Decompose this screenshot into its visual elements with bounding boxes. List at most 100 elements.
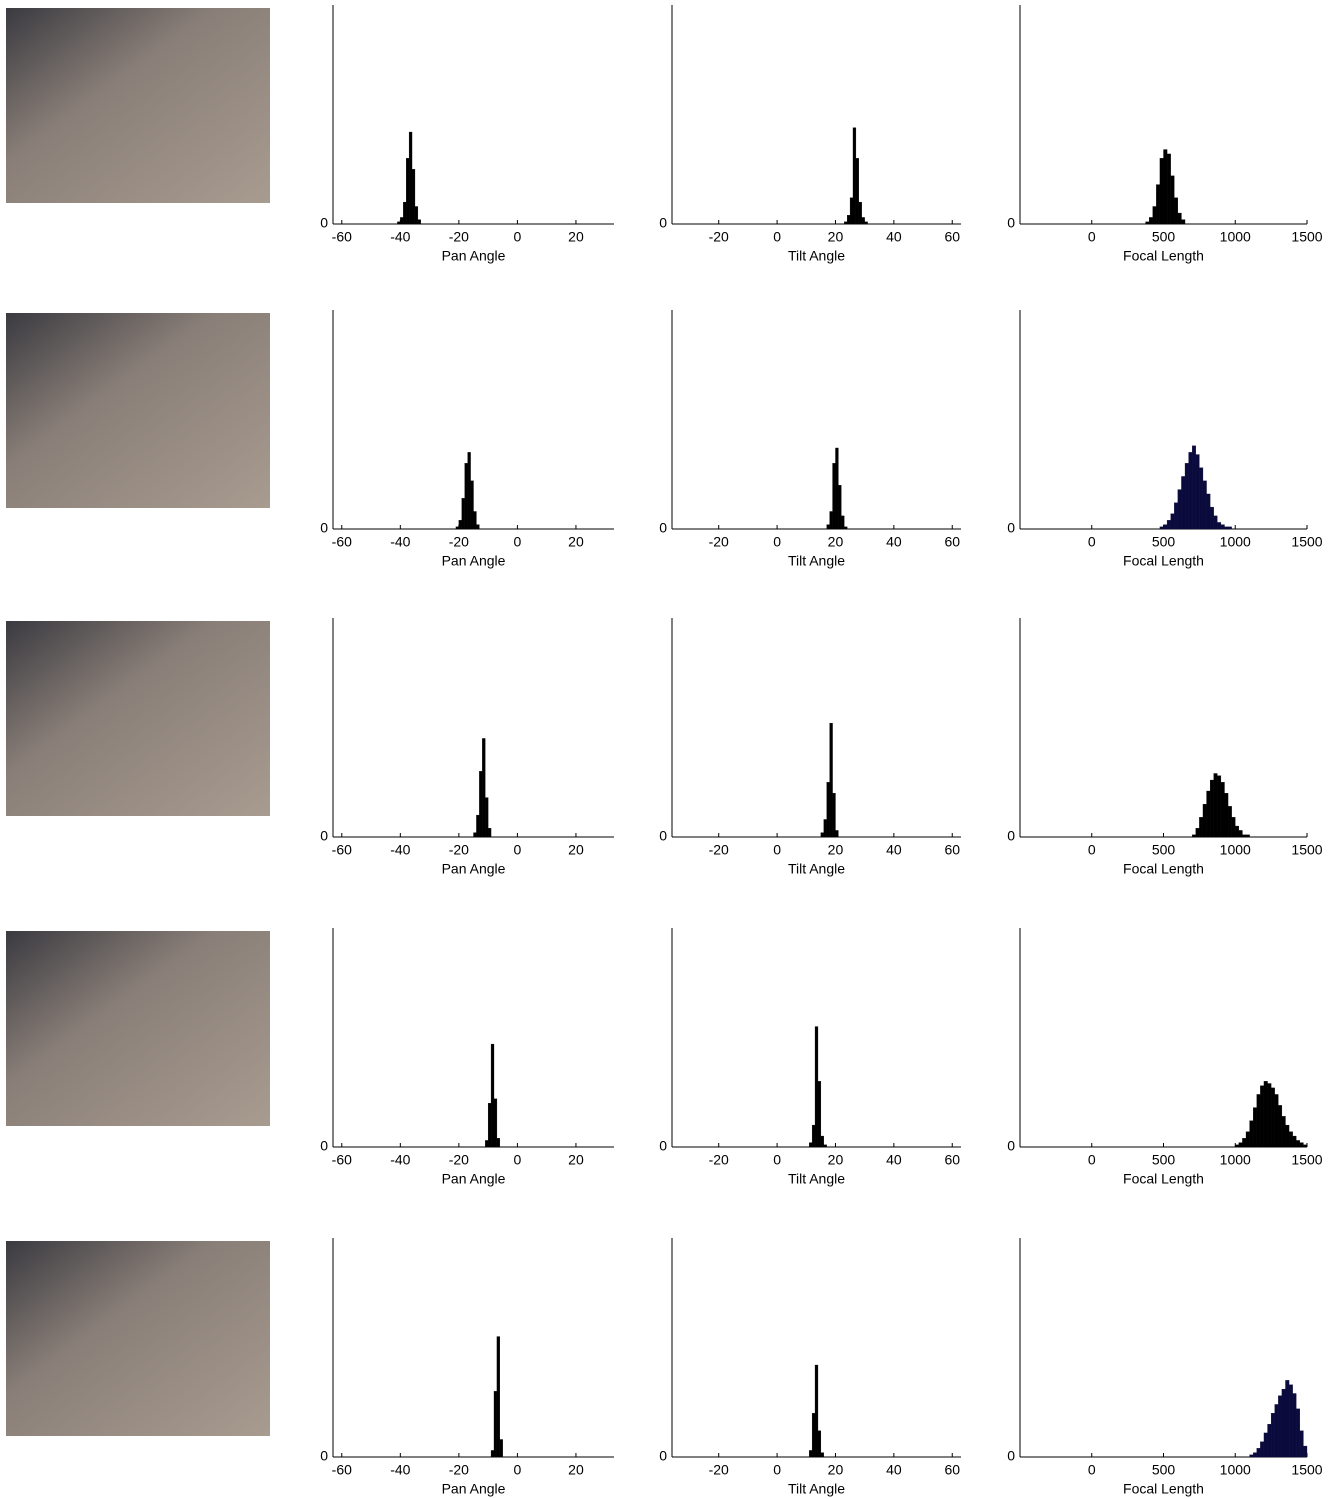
x-tick-label: 0 xyxy=(773,842,781,858)
x-tick-label: 20 xyxy=(568,229,584,245)
histogram-bar xyxy=(1156,185,1160,224)
x-tick-label: -20 xyxy=(709,229,729,245)
x-tick-label: 0 xyxy=(773,1462,781,1478)
histogram-bar xyxy=(1178,490,1182,529)
histogram-bar xyxy=(833,793,836,837)
x-tick-label: 500 xyxy=(1152,842,1176,858)
histogram-bar xyxy=(833,463,836,529)
histogram-bar xyxy=(1189,452,1193,529)
histogram-bar xyxy=(471,481,474,529)
histogram-bar xyxy=(497,1138,500,1147)
x-tick-label: 1000 xyxy=(1220,534,1251,550)
histogram-bar xyxy=(1239,830,1243,837)
histogram-bar xyxy=(1253,1453,1257,1457)
histogram-bar xyxy=(1171,514,1175,529)
histogram-bar xyxy=(1246,1132,1250,1147)
histogram-bar xyxy=(835,830,838,837)
histogram-bar xyxy=(1250,1121,1254,1147)
page: -60-40-200200Pan Angle-2002040600Tilt An… xyxy=(0,0,1338,1499)
y-tick-label: 0 xyxy=(659,1448,667,1464)
x-tick-label: 500 xyxy=(1152,229,1176,245)
photo xyxy=(6,1241,270,1436)
x-tick-label: 0 xyxy=(514,229,522,245)
histogram-bar xyxy=(1275,1404,1279,1457)
histogram-bar xyxy=(1275,1094,1279,1147)
histogram-bar xyxy=(465,463,468,529)
x-axis-label: Tilt Angle xyxy=(788,1171,845,1187)
histogram-bar xyxy=(821,1136,824,1147)
histogram-bar xyxy=(1181,476,1185,529)
photo xyxy=(6,313,270,508)
histogram-bar xyxy=(815,1365,818,1457)
x-tick-label: 60 xyxy=(944,534,960,550)
x-tick-label: 60 xyxy=(944,842,960,858)
histogram-bar xyxy=(403,202,406,224)
x-tick-label: 0 xyxy=(1088,842,1096,858)
histogram-bar xyxy=(474,511,477,529)
histogram-bar xyxy=(856,158,859,224)
histogram-bar xyxy=(491,1044,494,1147)
x-tick-label: 20 xyxy=(828,534,844,550)
histogram-bar xyxy=(1185,463,1189,529)
x-axis-label: Focal Length xyxy=(1123,861,1204,877)
x-tick-label: 20 xyxy=(828,1462,844,1478)
x-tick-label: 0 xyxy=(773,229,781,245)
histogram-bar xyxy=(1300,1143,1304,1147)
histogram-bar xyxy=(1199,468,1203,529)
x-tick-label: -20 xyxy=(449,229,469,245)
histogram-bar xyxy=(1210,780,1214,837)
x-tick-label: 20 xyxy=(568,534,584,550)
photo xyxy=(6,931,270,1126)
histogram-bar xyxy=(1296,1409,1300,1457)
histogram-bar xyxy=(827,782,830,837)
x-tick-label: 20 xyxy=(828,1152,844,1168)
histogram-bar xyxy=(482,738,485,837)
histogram-bar xyxy=(1303,1446,1307,1457)
x-tick-label: 40 xyxy=(886,229,902,245)
x-tick-label: 1500 xyxy=(1291,842,1322,858)
histogram-bar xyxy=(812,1413,815,1457)
x-tick-label: 0 xyxy=(773,1152,781,1168)
x-axis-label: Focal Length xyxy=(1123,248,1204,264)
y-tick-label: 0 xyxy=(1007,1138,1015,1154)
x-axis-label: Focal Length xyxy=(1123,1171,1204,1187)
histogram-bar xyxy=(462,498,465,529)
x-axis-label: Pan Angle xyxy=(442,248,506,264)
x-tick-label: -20 xyxy=(709,534,729,550)
histogram-bar xyxy=(850,198,853,224)
histogram-bar xyxy=(1282,1116,1286,1147)
x-tick-label: -40 xyxy=(390,534,410,550)
x-axis-label: Focal Length xyxy=(1123,553,1204,569)
histogram-bar xyxy=(1278,1396,1282,1457)
histogram-bar xyxy=(1178,213,1182,224)
x-tick-label: 0 xyxy=(1088,1462,1096,1478)
x-tick-label: 1500 xyxy=(1291,1152,1322,1168)
histogram-bar xyxy=(1214,516,1218,529)
histogram-bar xyxy=(1271,1088,1275,1147)
y-tick-label: 0 xyxy=(320,520,328,536)
histogram-bar xyxy=(488,828,491,837)
histogram-bar xyxy=(488,1103,491,1147)
histogram-bar xyxy=(1149,217,1153,224)
x-tick-label: 0 xyxy=(1088,534,1096,550)
histogram-bar xyxy=(1210,507,1214,529)
x-axis-label: Focal Length xyxy=(1123,1481,1204,1497)
histogram-bar xyxy=(1264,1433,1268,1457)
histogram-bar xyxy=(1282,1389,1286,1457)
histogram-bar xyxy=(1153,206,1157,224)
histogram-bar xyxy=(1289,1132,1293,1147)
x-tick-label: 0 xyxy=(1088,1152,1096,1168)
histogram-bar xyxy=(1196,828,1200,837)
x-tick-label: -40 xyxy=(390,1462,410,1478)
histogram-bar xyxy=(1199,817,1203,837)
histogram-bar xyxy=(1257,1448,1261,1457)
x-tick-label: -20 xyxy=(449,1462,469,1478)
histogram-bar xyxy=(412,169,415,224)
x-axis-label: Pan Angle xyxy=(442,553,506,569)
histogram-bar xyxy=(1264,1081,1268,1147)
histogram-bar xyxy=(406,158,409,224)
histogram-bar xyxy=(821,1453,824,1457)
histogram-bar xyxy=(1203,481,1207,529)
histogram-bar xyxy=(459,520,462,529)
histogram-bar xyxy=(1214,773,1218,837)
